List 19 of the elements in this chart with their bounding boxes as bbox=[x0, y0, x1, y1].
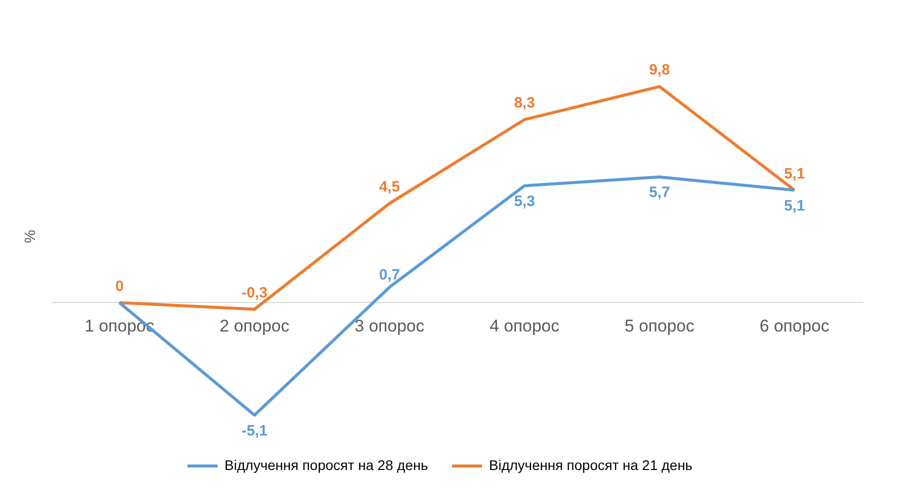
data-label: 0 bbox=[115, 278, 124, 295]
data-label: 0,7 bbox=[379, 266, 400, 284]
data-label: 5,1 bbox=[784, 197, 805, 214]
y-axis-title: % bbox=[22, 230, 40, 244]
data-label: 8,3 bbox=[514, 94, 535, 112]
legend-label: Відлучення поросят на 21 день bbox=[489, 456, 692, 473]
data-label: 4,5 bbox=[379, 178, 400, 196]
data-label: 9,8 bbox=[649, 62, 670, 79]
x-tick-label: 4 опорос bbox=[490, 316, 560, 336]
data-label: 5,1 bbox=[784, 165, 805, 182]
legend-label: Відлучення поросят на 28 день bbox=[224, 456, 428, 473]
data-label: -5,1 bbox=[242, 422, 268, 440]
x-tick-label: 6 опорос bbox=[760, 316, 830, 336]
data-label: 5,7 bbox=[649, 184, 670, 202]
x-tick-label: 3 опорос bbox=[354, 316, 425, 336]
x-tick-label: 2 опорос bbox=[220, 316, 290, 336]
data-label: -0,3 bbox=[242, 284, 268, 302]
x-tick-label: 5 опорос bbox=[624, 316, 695, 336]
data-label: 5,3 bbox=[514, 192, 535, 210]
